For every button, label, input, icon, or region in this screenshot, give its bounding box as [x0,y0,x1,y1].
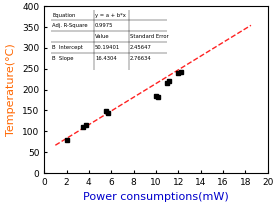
Y-axis label: Temperature(°C): Temperature(°C) [7,43,17,136]
X-axis label: Power consumptions(mW): Power consumptions(mW) [83,192,229,202]
